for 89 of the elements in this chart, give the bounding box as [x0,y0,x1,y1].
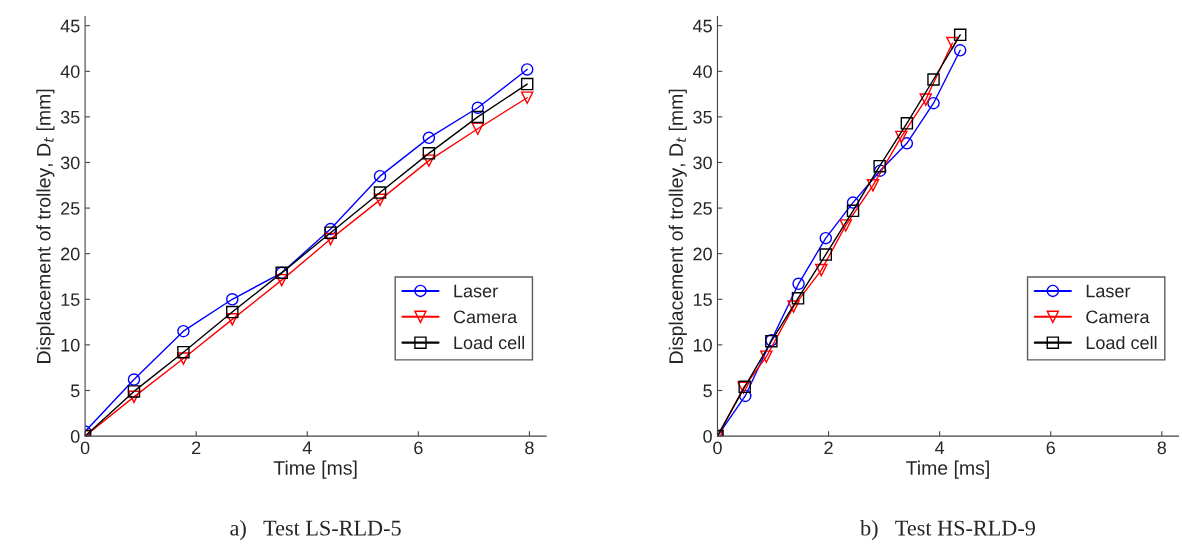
point [422,131,436,145]
point [839,219,853,232]
y-tick-label: 10 [693,338,712,352]
legend-label: Camera [1086,310,1150,324]
point [927,96,940,110]
legend-label: Load cell [1086,335,1157,350]
point [819,248,833,261]
x-axis-title: Time [ms] [906,460,989,479]
point [324,226,337,239]
point [275,273,288,287]
y-tick-label: 40 [692,65,712,78]
point [177,345,190,359]
x-tick-label: 4 [935,441,945,455]
x-axis-title: Time [ms] [273,460,357,479]
x-tick-label: 2 [824,441,833,455]
point [873,164,887,177]
x-tick-label: 4 [302,441,312,455]
point [819,231,833,245]
point [127,390,141,404]
point [127,373,141,386]
x-tick-label: 2 [192,441,201,455]
point [900,117,914,130]
y-tick-label: 0 [70,430,80,443]
point [373,186,387,199]
y-tick-label: 35 [693,110,712,124]
y-tick-label: 45 [60,19,80,33]
y-tick-label: 0 [703,430,712,443]
point [866,179,880,192]
point [953,28,967,42]
y-tick-label: 20 [693,247,712,261]
point [953,44,967,57]
y-tick-label: 35 [60,110,80,124]
legend-label: Load cell [454,335,525,350]
point [791,292,805,305]
point [422,154,436,167]
text: b) Test HS-RLD-9 [860,519,1035,541]
x-tick-label: 0 [80,441,90,455]
point [373,193,387,207]
point [946,36,959,50]
point [846,204,860,218]
y-axis-title: Displacement of trolley, D$_{t}$ [mm] [36,89,55,363]
text: a) Test LS-RLD-5 [230,519,401,541]
point [900,137,914,150]
point [226,293,239,306]
legend-label: Laser [454,284,498,298]
x-tick-label: 8 [525,441,534,455]
x-tick-label: 8 [1157,441,1167,455]
point [226,305,239,319]
point [471,110,485,124]
y-tick-label: 5 [70,384,80,398]
y-tick-label: 10 [61,338,80,352]
point [177,324,190,338]
point [520,91,534,104]
point [127,385,141,398]
point [846,196,860,209]
y-tick-label: 25 [693,202,712,215]
point [895,130,908,144]
y-tick-label: 15 [61,293,80,306]
point [927,73,940,86]
point [738,389,752,403]
point [792,277,805,291]
y-tick-label: 45 [692,19,712,33]
legend-label: Laser [1086,284,1131,298]
y-tick-label: 25 [61,202,80,215]
point [787,300,800,313]
y-tick-label: 40 [60,65,80,78]
point [373,169,387,183]
point [324,232,337,246]
point [177,352,190,365]
y-tick-label: 30 [60,156,80,170]
y-axis-title: Displacement of trolley, D$_{t}$ [mm] [668,89,687,363]
x-tick-label: 6 [1046,441,1055,455]
point [471,101,485,115]
y-tick-label: 15 [693,293,712,306]
y-tick-label: 30 [693,156,712,170]
y-tick-label: 20 [61,247,80,261]
point [520,77,534,91]
point [422,147,436,160]
point [919,93,932,106]
legend-label: Camera [453,310,518,324]
point [815,263,828,277]
point [760,350,773,363]
point [520,63,534,76]
point [471,122,485,135]
point [873,159,886,173]
x-tick-label: 6 [414,441,423,455]
y-tick-label: 5 [703,384,712,398]
x-tick-label: 0 [713,441,722,455]
point [226,313,239,326]
